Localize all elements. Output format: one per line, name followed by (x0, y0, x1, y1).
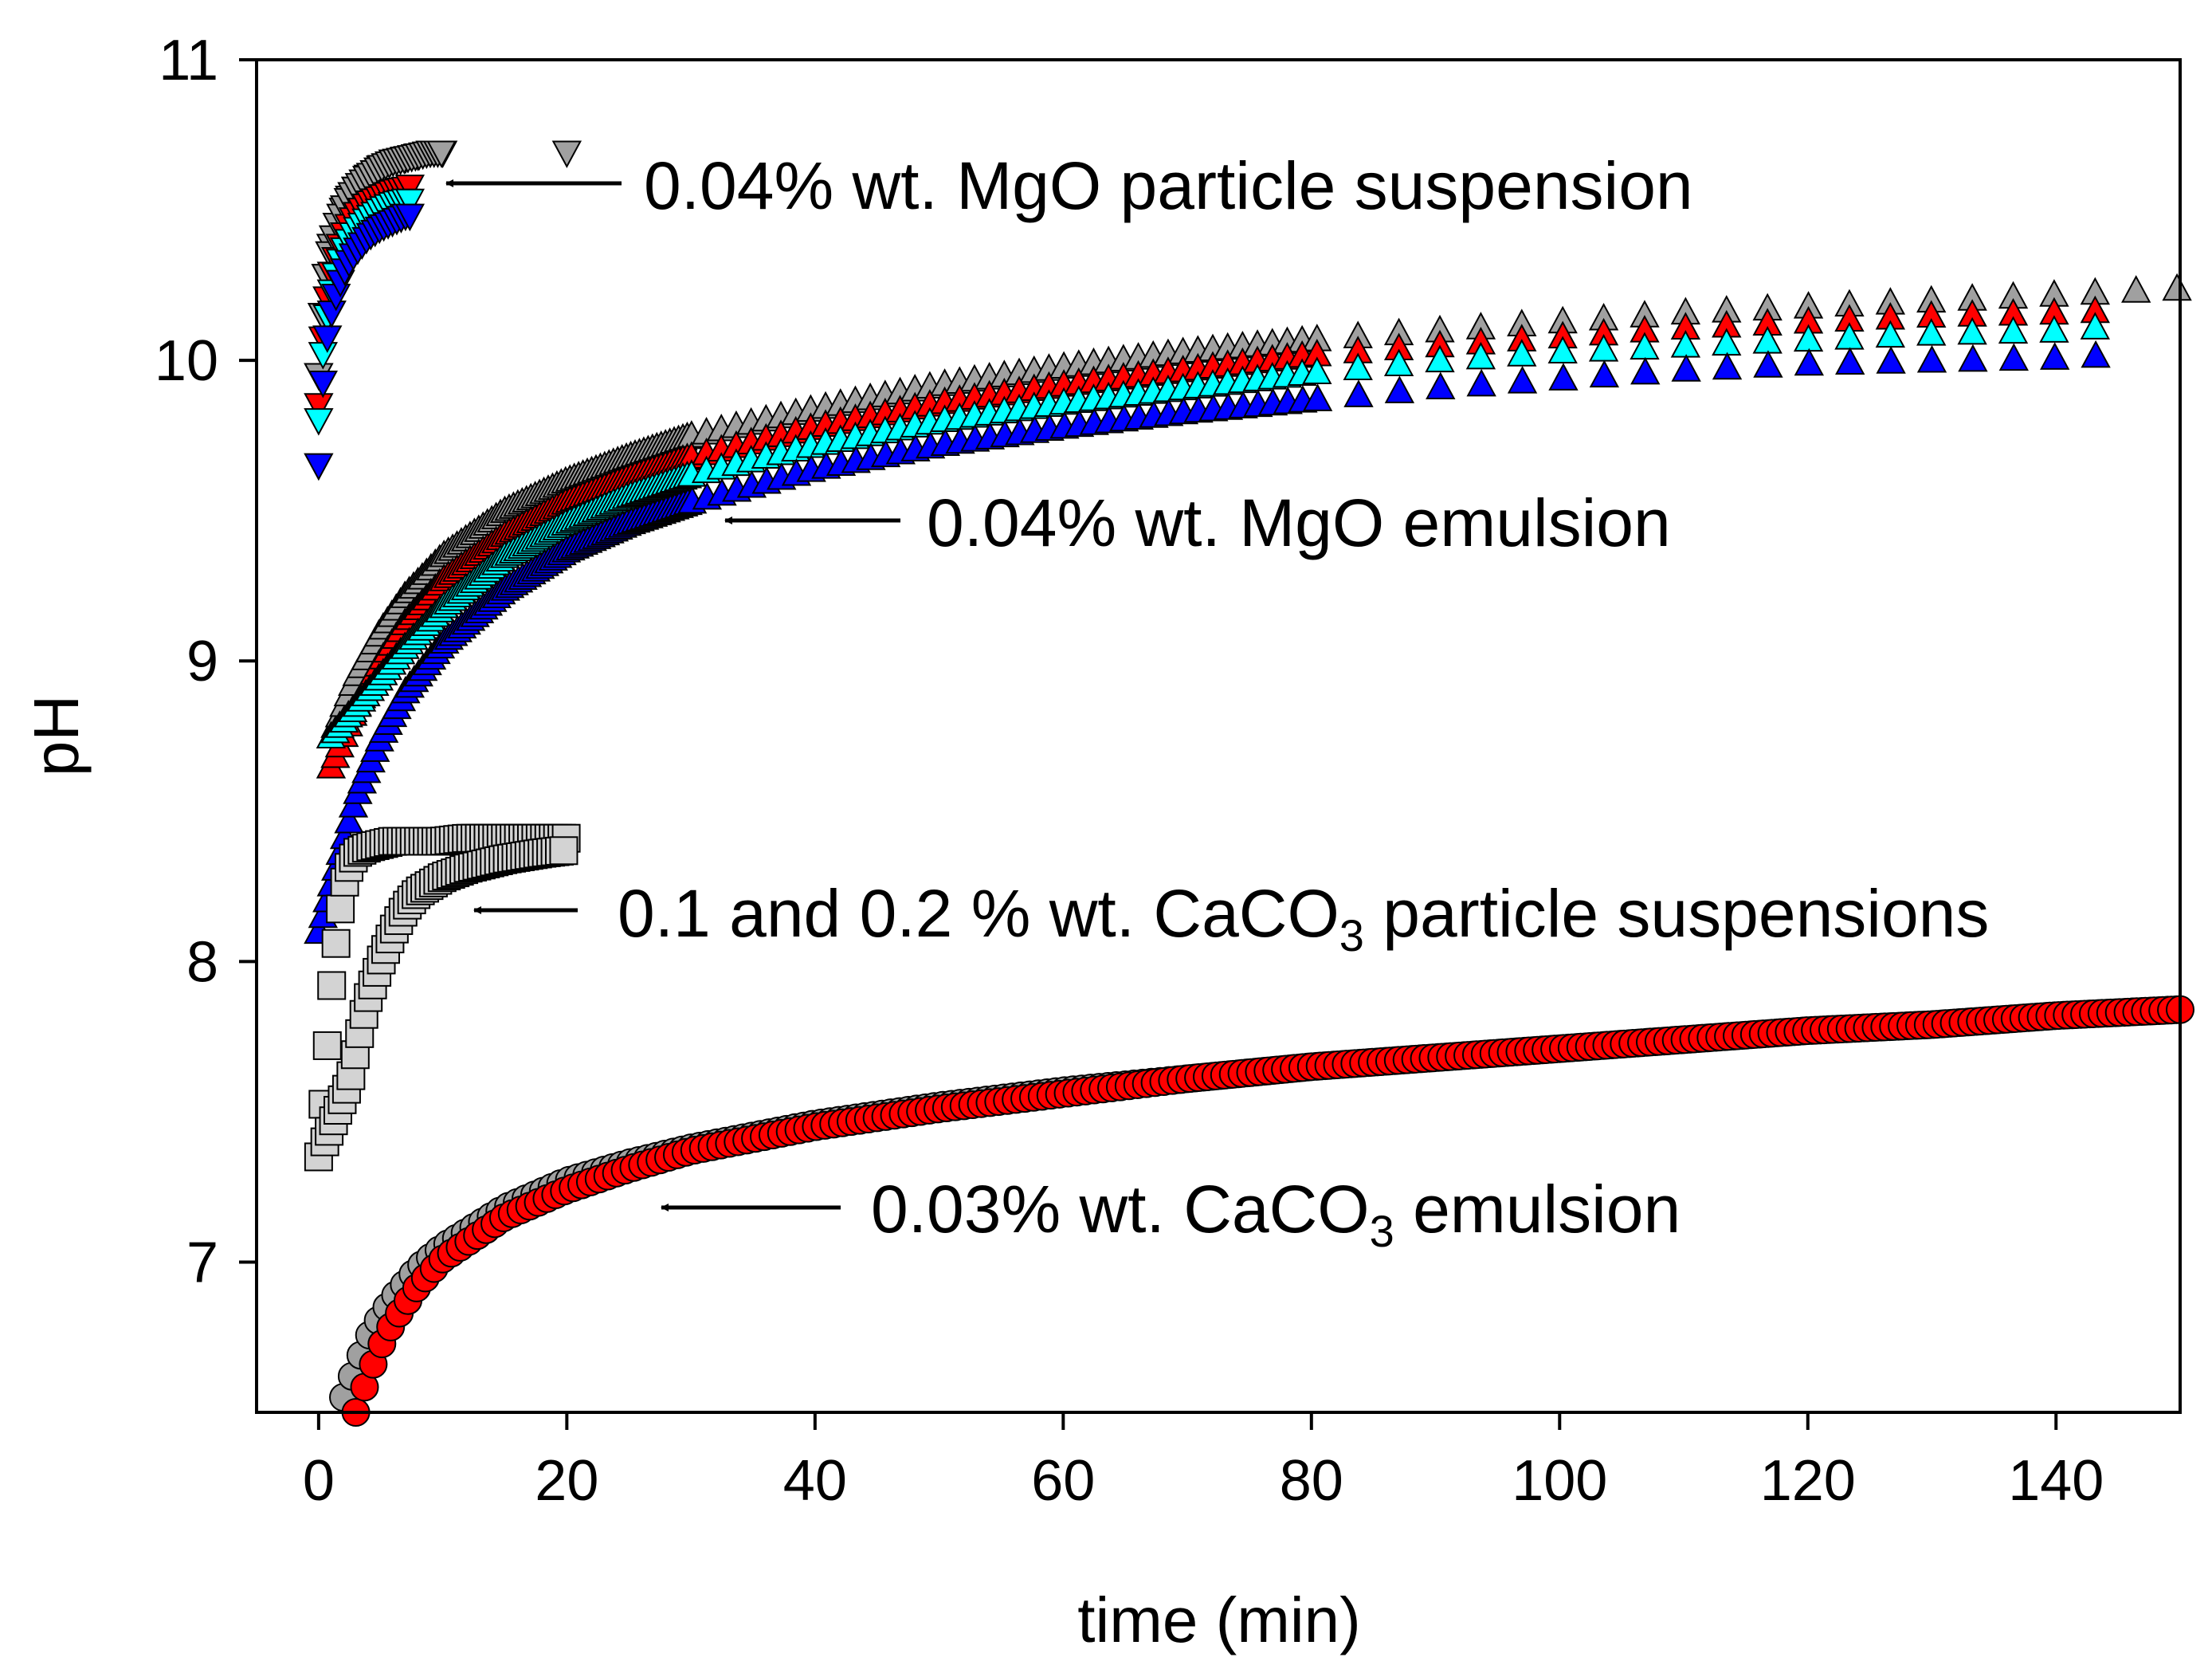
marker-s7-p145 (1998, 343, 2029, 371)
plot-frame (255, 58, 2182, 1414)
marker-s8-p4 (321, 929, 351, 958)
marker-s7-p132 (1466, 368, 1496, 397)
marker-s8-p3 (317, 971, 347, 1000)
marker-s9-p55 (549, 836, 578, 866)
marker-s6-p144 (2080, 312, 2110, 340)
marker-s6-p139 (1875, 320, 1906, 348)
marker-s7-p129 (1343, 379, 1374, 407)
y-tick-label-9: 9 (186, 630, 218, 693)
x-tick-label-140: 140 (2008, 1449, 2104, 1513)
data-markers-layer (304, 140, 2194, 1427)
marker-s6-p143 (2039, 315, 2069, 343)
marker-s4-p146 (2162, 273, 2192, 301)
y-tick-label-11: 11 (159, 29, 218, 92)
marker-s2-p21 (394, 188, 426, 217)
marker-s6-p129 (1465, 341, 1496, 370)
marker-s7-p140 (1794, 348, 1825, 376)
x-tick-label-40: 40 (783, 1449, 847, 1513)
marker-s3-p21 (394, 203, 426, 232)
marker-s7-p142 (1876, 346, 1906, 374)
annotation-caco3-suspension: 0.1 and 0.2 % wt. CaCO3 particle suspens… (618, 876, 1989, 960)
x-tick-label-100: 100 (1512, 1449, 1607, 1513)
y-tick-label-7: 7 (186, 1231, 218, 1294)
marker-s6-p131 (1547, 336, 1578, 364)
marker-s4-p145 (2121, 275, 2151, 303)
marker-s8-p2 (312, 1031, 342, 1060)
marker-s3-p2 (312, 325, 343, 353)
marker-s7-p144 (1958, 344, 1988, 372)
x-tick-label-80: 80 (1280, 1449, 1343, 1513)
marker-s0-p49 (426, 140, 457, 169)
marker-s7-p128 (1302, 383, 1333, 411)
axis-ticks-layer: 0 20 40 60 80 100 120 140 7 8 9 10 11 (155, 29, 2104, 1513)
y-tick-label-8: 8 (186, 930, 218, 994)
marker-s7-p146 (2040, 342, 2070, 370)
marker-s7-p8 (338, 790, 369, 818)
marker-s3-p1 (308, 370, 338, 399)
annotation-caco3-emulsion-main: 0.03% wt. CaCO (871, 1172, 1370, 1247)
marker-s1-p21 (394, 175, 426, 202)
marker-s6-p128 (1425, 344, 1455, 373)
marker-s1-p0 (304, 393, 334, 421)
y-axis-title: pH (21, 695, 92, 776)
marker-s7-p138 (1712, 351, 1743, 380)
marker-s6-p127 (1383, 348, 1414, 377)
marker-s6-p125 (1302, 356, 1332, 384)
marker-s3-p0 (304, 453, 334, 481)
marker-s7-p7 (334, 805, 364, 834)
marker-s6-p142 (1998, 316, 2029, 344)
marker-s6-p130 (1507, 339, 1537, 367)
marker-s7-p134 (1548, 363, 1579, 391)
annotation-caco3-suspension-sub: 3 (1339, 910, 1364, 960)
marker-s0-p15 (551, 140, 582, 169)
annotation-caco3-suspension-main: 0.1 and 0.2 % wt. CaCO (618, 876, 1339, 951)
marker-s7-p136 (1630, 356, 1661, 385)
marker-s6-p141 (1957, 316, 1987, 345)
y-tick-label-10: 10 (155, 329, 218, 393)
annotation-mgo-emulsion: 0.04% wt. MgO emulsion (927, 485, 1671, 560)
annotation-caco3-emulsion: 0.03% wt. CaCO3 emulsion (871, 1172, 1681, 1256)
marker-s7-p131 (1426, 371, 1456, 400)
annotation-mgo-suspension: 0.04% wt. MgO particle suspension (644, 148, 1693, 223)
marker-s2-p0 (304, 408, 334, 436)
marker-s7-p135 (1589, 359, 1620, 388)
annotation-caco3-suspension-tail: particle suspensions (1364, 876, 1989, 951)
marker-s7-p141 (1835, 347, 1865, 375)
x-axis-title: time (min) (1077, 1585, 1361, 1655)
marker-s8-p5 (326, 894, 355, 924)
marker-s6-p132 (1588, 334, 1619, 362)
marker-s6-p140 (1916, 318, 1947, 346)
marker-s6-p126 (1343, 352, 1373, 380)
x-tick-label-0: 0 (303, 1449, 335, 1513)
marker-s7-p147 (2081, 340, 2111, 368)
x-tick-label-120: 120 (1760, 1449, 1856, 1513)
marker-s7-p130 (1384, 375, 1415, 403)
annotation-caco3-emulsion-tail: emulsion (1394, 1172, 1681, 1247)
x-tick-label-60: 60 (1031, 1449, 1095, 1513)
marker-s7-p143 (1916, 345, 1947, 373)
marker-s7-p139 (1753, 350, 1783, 378)
x-tick-label-20: 20 (535, 1449, 598, 1513)
annotation-caco3-emulsion-sub: 3 (1370, 1206, 1394, 1256)
marker-s7-p133 (1507, 366, 1538, 394)
marker-s7-p137 (1671, 354, 1701, 382)
